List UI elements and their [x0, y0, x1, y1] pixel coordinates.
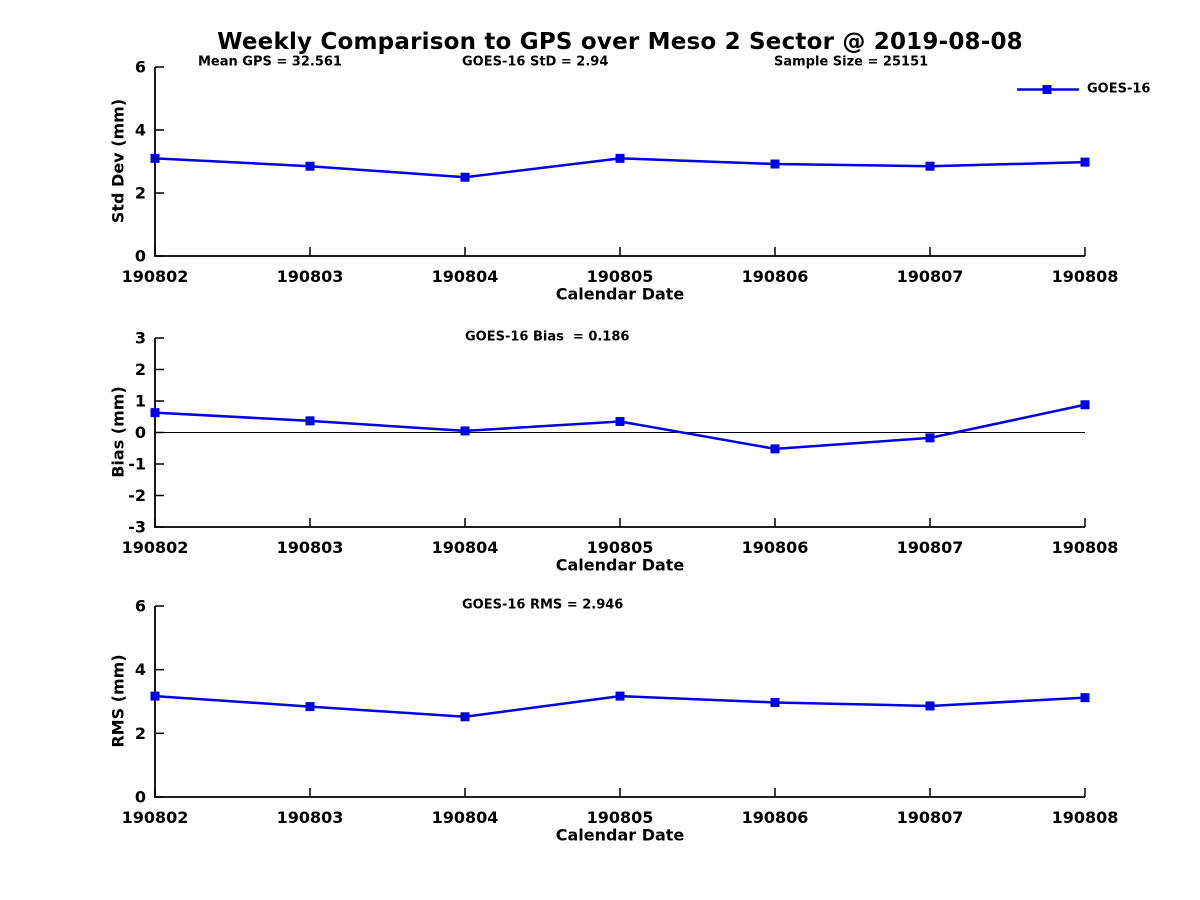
- annotation-sample-size: Sample Size = 25151: [774, 54, 929, 70]
- data-point-marker: [305, 416, 315, 426]
- data-point-marker: [925, 433, 935, 443]
- data-point-marker: [615, 416, 625, 426]
- y-tick-label: 0: [135, 247, 146, 266]
- y-tick-label: 2: [135, 724, 146, 743]
- x-tick-label: 190802: [122, 538, 189, 557]
- x-tick-label: 190807: [897, 267, 964, 286]
- y-tick-label: -2: [128, 486, 146, 505]
- data-point-marker: [615, 691, 625, 701]
- annotation-goes16-bias: GOES-16 Bias = 0.186: [465, 329, 630, 345]
- annotation-mean-gps: Mean GPS = 32.561: [198, 54, 342, 70]
- legend: GOES-16: [1016, 82, 1150, 97]
- data-point-marker: [460, 172, 470, 182]
- x-tick-label: 190803: [277, 267, 344, 286]
- xlabel-rms: Calendar Date: [555, 825, 685, 845]
- data-point-marker: [925, 161, 935, 171]
- data-point-marker: [1080, 400, 1090, 410]
- x-tick-label: 190802: [122, 808, 189, 827]
- x-tick-label: 190807: [897, 808, 964, 827]
- data-point-marker: [1080, 693, 1090, 703]
- y-tick-label: 6: [135, 597, 146, 616]
- ylabel-rms: RMS (mm): [108, 654, 128, 748]
- x-tick-label: 190806: [742, 538, 809, 557]
- data-point-marker: [770, 159, 780, 169]
- y-tick-label: -1: [128, 455, 146, 474]
- x-tick-label: 190805: [587, 267, 654, 286]
- legend-label: GOES-16: [1087, 81, 1151, 97]
- y-tick-label: 1: [135, 392, 146, 411]
- y-tick-label: 2: [135, 184, 146, 203]
- x-tick-label: 190804: [432, 267, 499, 286]
- x-tick-label: 190805: [587, 808, 654, 827]
- data-point-marker: [925, 701, 935, 711]
- figure-title: Weekly Comparison to GPS over Meso 2 Sec…: [217, 29, 1023, 55]
- data-point-marker: [460, 712, 470, 722]
- data-point-marker: [150, 691, 160, 701]
- y-tick-label: 0: [135, 423, 146, 442]
- annotation-goes16-rms: GOES-16 RMS = 2.946: [462, 597, 624, 613]
- x-tick-label: 190802: [122, 267, 189, 286]
- data-point-marker: [770, 444, 780, 454]
- y-tick-label: 4: [135, 121, 146, 140]
- x-tick-label: 190805: [587, 538, 654, 557]
- ylabel-bias: Bias (mm): [108, 386, 128, 478]
- x-tick-label: 190806: [742, 808, 809, 827]
- axis-spines: [154, 606, 1085, 798]
- y-tick-label: 6: [135, 58, 146, 77]
- ylabel-stddev: Std Dev (mm): [108, 98, 128, 224]
- x-tick-label: 190807: [897, 538, 964, 557]
- data-point-marker: [150, 153, 160, 163]
- data-point-marker: [615, 153, 625, 163]
- legend-line-icon: [1017, 84, 1079, 94]
- annotation-goes16-std: GOES-16 StD = 2.94: [462, 54, 609, 70]
- data-point-marker: [1080, 157, 1090, 167]
- y-tick-label: -3: [128, 518, 146, 537]
- data-point-marker: [770, 697, 780, 707]
- x-tick-label: 190803: [277, 538, 344, 557]
- x-tick-label: 190804: [432, 538, 499, 557]
- x-tick-label: 190804: [432, 808, 499, 827]
- data-point-marker: [305, 161, 315, 171]
- y-tick-label: 0: [135, 788, 146, 807]
- x-tick-label: 190808: [1052, 538, 1119, 557]
- x-tick-label: 190808: [1052, 267, 1119, 286]
- y-tick-label: 2: [135, 360, 146, 379]
- y-tick-label: 4: [135, 660, 146, 679]
- data-point-marker: [305, 702, 315, 712]
- subplot-rms: 0 2 4 6 190802 190803 190804 190805 190806 190807…: [122, 597, 1119, 828]
- xlabel-stddev: Calendar Date: [555, 284, 685, 304]
- data-point-marker: [150, 408, 160, 418]
- x-tick-label: 190803: [277, 808, 344, 827]
- series-line: [154, 403, 1086, 451]
- data-point-marker: [460, 426, 470, 436]
- y-tick-label: 3: [135, 329, 146, 348]
- x-tick-label: 190806: [742, 267, 809, 286]
- legend-marker-square: [1042, 84, 1052, 94]
- subplot-stddev: 0 2 4 6 190802 190803 190804 190805 190806 190807…: [122, 58, 1119, 287]
- xlabel-bias: Calendar Date: [555, 555, 685, 575]
- x-tick-label: 190808: [1052, 808, 1119, 827]
